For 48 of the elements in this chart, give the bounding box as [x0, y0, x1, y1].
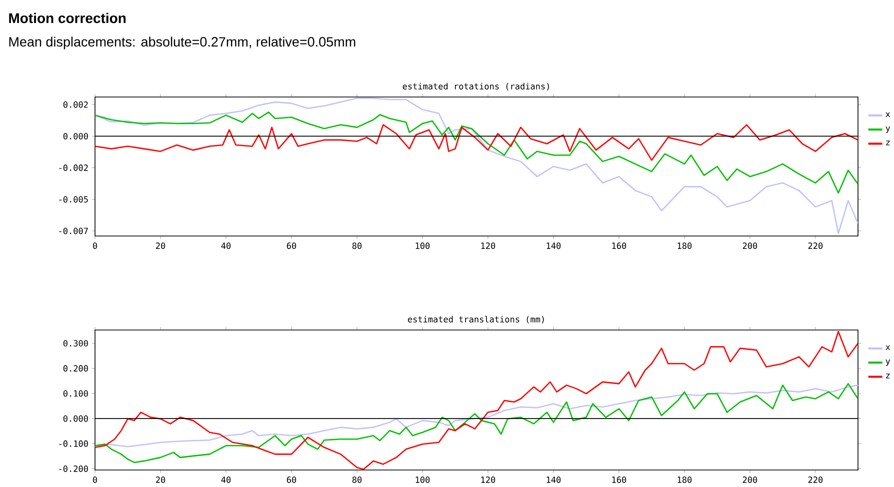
y-tick-label: -0.002: [59, 164, 88, 171]
y-tick-label: 0.000: [63, 132, 88, 140]
y-tick-label: -0.100: [59, 440, 88, 447]
y-tick-label: 0.300: [63, 340, 88, 346]
x-tick-label: 180: [678, 242, 692, 249]
text: Motion correction: [9, 12, 126, 24]
y-tick-label: 0.000: [63, 415, 88, 422]
line-series: [95, 124, 858, 161]
x-tick-label: 200: [742, 476, 758, 483]
x-tick-label: 100: [416, 242, 430, 249]
text: Mean displacements: absolute=0.27mm, relative=0.05mm: [9, 36, 356, 50]
y-tick-label: -0.200: [59, 466, 88, 472]
x-tick-label: 80: [352, 242, 362, 249]
legend-label: x: [886, 345, 890, 350]
line-series: [95, 330, 858, 470]
x-tick-label: 180: [678, 476, 692, 483]
legend-label: x: [886, 112, 890, 117]
x-tick-label: 20: [156, 242, 166, 249]
x-tick-label: 140: [546, 242, 561, 249]
y-tick-label: -0.005: [59, 196, 88, 203]
y-tick-label: -0.007: [59, 228, 88, 234]
x-tick-label: 120: [481, 242, 496, 249]
x-tick-label: 100: [416, 476, 430, 483]
chart-title: estimated translations (mm): [408, 316, 544, 324]
line-series: [95, 383, 858, 464]
x-tick-label: 20: [156, 476, 166, 483]
y-tick-label: 0.002: [63, 101, 88, 108]
x-tick-label: 160: [612, 476, 626, 483]
legend-label: z: [886, 140, 890, 146]
y-tick-label: 0.200: [63, 365, 88, 372]
y-tick-label: 0.100: [63, 390, 88, 397]
x-tick-label: 120: [481, 476, 496, 483]
x-tick-label: 80: [352, 476, 362, 483]
x-tick-label: 40: [221, 242, 231, 249]
x-tick-label: 220: [808, 476, 823, 483]
x-tick-label: 140: [546, 476, 561, 483]
x-tick-label: 0: [93, 242, 98, 249]
legend-label: y: [886, 360, 890, 366]
x-tick-label: 0: [93, 476, 98, 483]
x-tick-label: 160: [612, 242, 626, 249]
legend-label: y: [886, 126, 890, 133]
x-tick-label: 60: [286, 242, 296, 249]
x-tick-label: 60: [286, 476, 296, 483]
x-tick-label: 200: [742, 242, 758, 249]
x-tick-label: 220: [808, 242, 823, 249]
legend-label: z: [886, 374, 890, 378]
x-tick-label: 40: [221, 476, 231, 483]
chart-title: estimated rotations (radians): [402, 82, 549, 90]
